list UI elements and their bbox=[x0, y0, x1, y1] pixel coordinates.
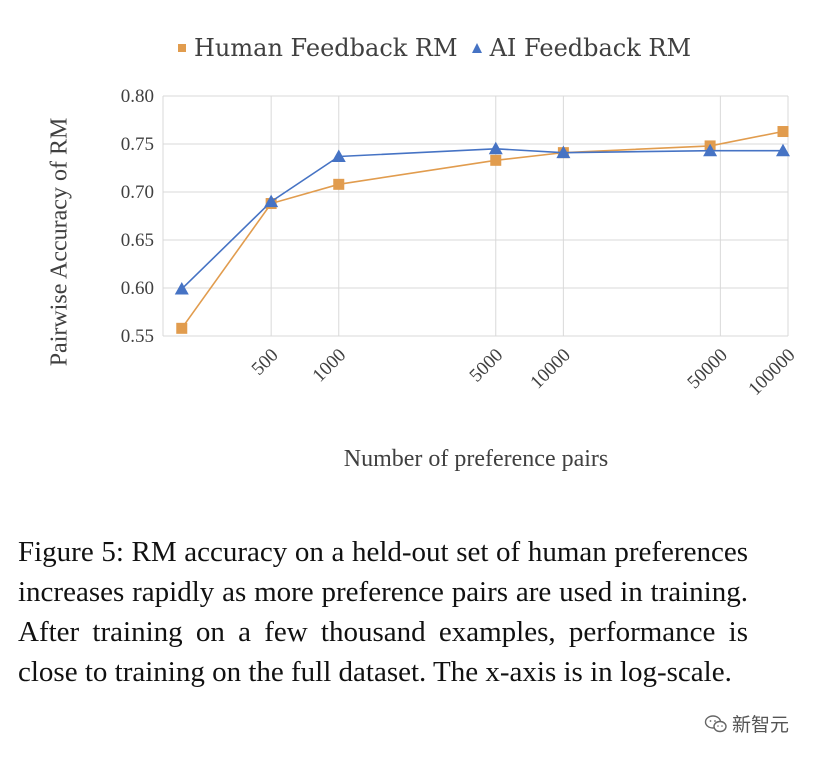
watermark: 新智元 bbox=[704, 710, 789, 737]
data-point-triangle bbox=[556, 145, 571, 159]
series-line bbox=[181, 147, 783, 290]
x-tick-label: 100000 bbox=[744, 345, 799, 400]
data-point-square bbox=[490, 154, 502, 166]
legend-item-human: Human Feedback RM bbox=[178, 34, 458, 62]
legend: Human Feedback RM AI Feedback RM bbox=[178, 34, 705, 62]
y-tick-label: 0.75 bbox=[121, 134, 154, 155]
y-tick-label: 0.65 bbox=[121, 230, 154, 251]
y-tick-label: 0.55 bbox=[121, 326, 154, 347]
y-tick-label: 0.70 bbox=[121, 182, 154, 203]
watermark-text: 新智元 bbox=[732, 714, 790, 736]
square-marker-icon bbox=[178, 44, 186, 52]
series-line bbox=[181, 130, 784, 329]
data-point-triangle bbox=[174, 281, 189, 295]
x-tick-label: 500 bbox=[248, 345, 283, 380]
grid-lines bbox=[162, 95, 789, 337]
legend-item-ai: AI Feedback RM bbox=[471, 34, 692, 62]
figure-caption: Figure 5: RM accuracy on a held-out set … bbox=[18, 536, 748, 688]
x-tick-label: 10000 bbox=[526, 345, 574, 393]
data-point-triangle bbox=[703, 143, 718, 157]
data-point-triangle bbox=[488, 141, 503, 155]
x-tick-label: 1000 bbox=[309, 345, 351, 387]
data-point-square bbox=[176, 322, 188, 334]
data-point-square bbox=[777, 126, 789, 138]
x-axis-label: Number of preference pairs bbox=[343, 446, 609, 472]
data-point-triangle bbox=[264, 194, 279, 208]
data-point-square bbox=[333, 178, 345, 190]
legend-label-human: Human Feedback RM bbox=[194, 34, 458, 62]
data-point-triangle bbox=[331, 149, 346, 162]
x-tick-label: 50000 bbox=[683, 345, 731, 393]
y-axis-ticks: 0.55 0.60 0.65 0.70 0.75 0.80 bbox=[121, 86, 154, 347]
y-tick-label: 0.60 bbox=[121, 278, 154, 299]
data-point-triangle bbox=[775, 143, 790, 157]
wechat-icon bbox=[704, 714, 727, 732]
chart-canvas: 0.55 0.60 0.65 0.70 0.75 0.80 500 1000 5000 1000… bbox=[121, 86, 800, 400]
x-axis-ticks: 500 1000 5000 10000 50000 100000 bbox=[248, 345, 800, 400]
series-ai-feedback-rm bbox=[174, 141, 790, 295]
x-tick-label: 5000 bbox=[466, 345, 508, 387]
y-axis-label: Pairwise Accuracy of RM bbox=[46, 117, 73, 367]
series-layer bbox=[174, 126, 790, 334]
triangle-marker-icon bbox=[471, 43, 482, 53]
legend-label-ai: AI Feedback RM bbox=[489, 34, 692, 62]
series-human-feedback-rm bbox=[176, 126, 789, 334]
y-tick-label: 0.80 bbox=[121, 86, 154, 107]
